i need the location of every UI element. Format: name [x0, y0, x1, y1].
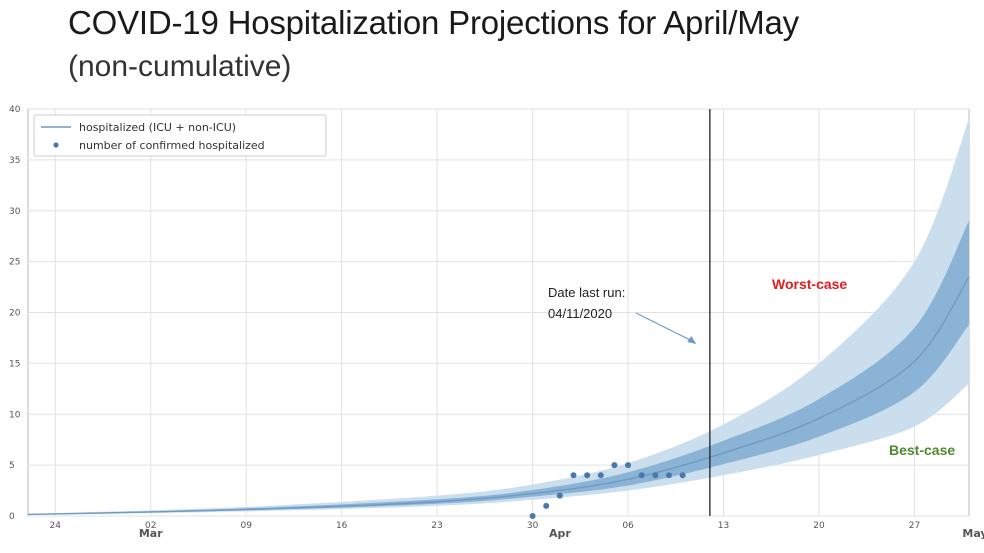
annotation-arrow-shaft — [635, 312, 693, 342]
y-tick-label: 25 — [9, 258, 20, 268]
data-point-confirmed — [556, 492, 563, 499]
data-point-confirmed — [584, 472, 591, 479]
x-tick-label: 02 — [145, 521, 156, 531]
y-tick-label: 40 — [9, 105, 21, 115]
data-point-confirmed — [679, 472, 686, 479]
data-point-confirmed — [611, 462, 618, 469]
data-point-confirmed — [652, 472, 659, 479]
x-tick-label: 24 — [50, 521, 62, 531]
axis-layer: 0 5 10 15 20 25 30 35 40 24 02 09 16 23 30 06 13 20 27 Mar A… — [9, 105, 984, 540]
data-point-confirmed — [597, 472, 604, 479]
line-layer — [27, 276, 970, 516]
data-point-confirmed — [529, 513, 536, 519]
y-tick-label: 15 — [9, 359, 20, 369]
y-tick-label: 5 — [9, 461, 15, 471]
worst-case-label: Worst-case — [772, 276, 847, 292]
band-layer — [28, 119, 969, 515]
data-point-confirmed — [665, 472, 672, 479]
best-case-label: Best-case — [889, 442, 955, 458]
legend-box — [33, 114, 327, 157]
legend-dot-swatch — [53, 142, 59, 148]
data-point-confirmed — [570, 472, 577, 479]
y-tick-label: 0 — [9, 512, 15, 522]
x-tick-label: 13 — [718, 521, 729, 531]
y-tick-label: 30 — [9, 207, 21, 217]
y-tick-label: 35 — [9, 156, 20, 166]
scatter-layer — [529, 462, 686, 519]
slide-subtitle: (non-cumulative) — [68, 50, 292, 83]
x-tick-label: 20 — [813, 521, 825, 531]
annotation-layer: Date last run: 04/11/2020 Worst-case Best-c… — [548, 109, 955, 516]
legend-label-confirmed: number of confirmed hospitalized — [79, 139, 265, 152]
data-point-confirmed — [638, 472, 645, 479]
x-tick-label: 27 — [909, 521, 920, 531]
x-month-label: Mar — [139, 527, 163, 540]
slide-title: COVID-19 Hospitalization Projections for… — [68, 4, 799, 41]
legend-label-hospitalized: hospitalized (ICU + non-ICU) — [79, 121, 236, 134]
legend: hospitalized (ICU + non-ICU) number of co… — [33, 114, 327, 157]
annotation-last-run-label: Date last run: — [548, 285, 625, 300]
x-tick-label: 23 — [431, 521, 442, 531]
annotation-arrow-head — [687, 336, 697, 345]
y-tick-label: 20 — [9, 309, 21, 319]
x-month-label: Apr — [549, 527, 571, 540]
series-line-hospitalized — [27, 276, 970, 516]
annotation-last-run-date: 04/11/2020 — [548, 306, 612, 321]
x-tick-label: 16 — [336, 521, 348, 531]
x-month-label: May — [962, 527, 984, 540]
y-tick-label: 10 — [9, 410, 21, 420]
data-point-confirmed — [543, 502, 550, 509]
grid-layer — [27, 108, 970, 517]
x-tick-label: 30 — [527, 521, 539, 531]
band-inner — [28, 220, 969, 515]
x-tick-label: 09 — [240, 521, 252, 531]
x-tick-label: 06 — [622, 521, 634, 531]
data-point-confirmed — [625, 462, 632, 469]
